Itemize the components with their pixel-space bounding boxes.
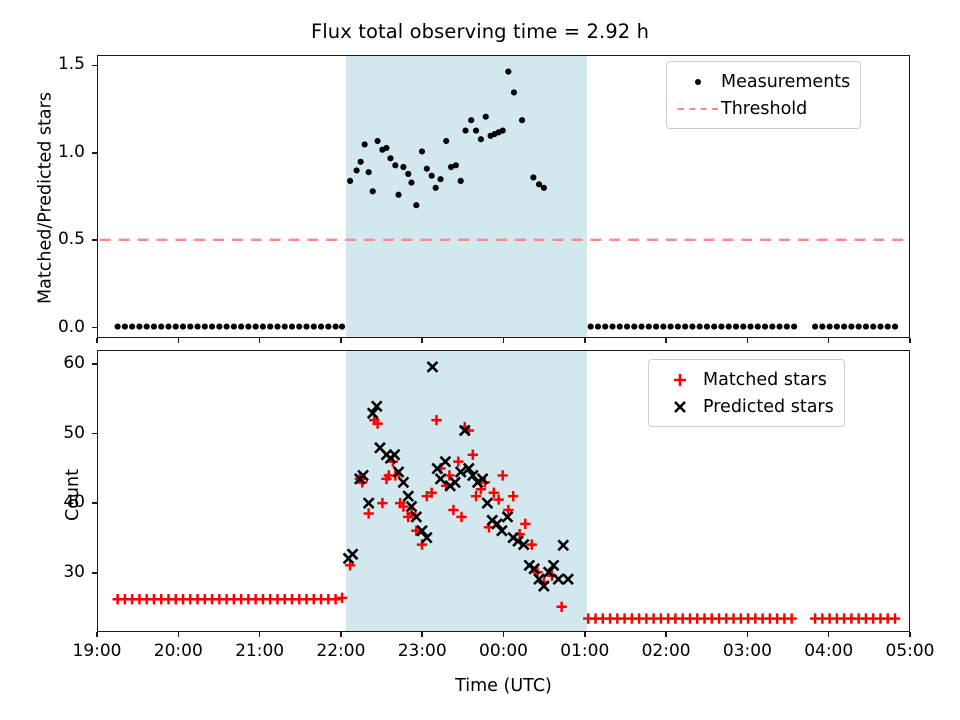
matched-stars-plus-icon — [657, 371, 703, 389]
legend-label-predicted-stars: Predicted stars — [703, 396, 834, 417]
bottom-panel-plot-area — [112, 361, 901, 624]
x-tick-label: 23:00 — [397, 641, 447, 661]
legend-label-matched-stars: Matched stars — [703, 369, 827, 390]
x-tick-mark-top-panel — [421, 338, 423, 343]
bottom-y-tick-mark — [92, 502, 97, 504]
x-tick-mark — [340, 632, 342, 637]
x-tick-mark-top-panel — [177, 338, 180, 343]
x-tick-mark-top-panel — [584, 338, 586, 343]
bottom-panel-legend: Matched stars Predicted stars — [648, 359, 845, 427]
x-tick-mark-top-panel — [665, 338, 667, 343]
top-y-tick-mark — [92, 239, 97, 241]
legend-label-threshold: Threshold — [721, 98, 808, 119]
x-tick-mark — [258, 632, 261, 637]
bottom-y-tick-mark — [92, 363, 97, 365]
top-y-tick-label: 0.5 — [57, 229, 85, 250]
x-tick-mark — [909, 632, 911, 637]
x-tick-label: 05:00 — [885, 641, 935, 661]
bottom-y-tick-mark — [92, 572, 97, 574]
x-tick-mark-top-panel — [502, 338, 505, 343]
x-tick-mark — [177, 632, 180, 637]
legend-item-threshold[interactable]: Threshold — [675, 95, 850, 122]
x-tick-mark-top-panel — [340, 338, 342, 343]
figure-title: Flux total observing time = 2.92 h — [310, 20, 650, 43]
x-tick-mark — [665, 632, 667, 637]
predicted-stars-cross-icon — [657, 398, 703, 416]
top-panel-y-axis-label: Matched/Predicted stars — [35, 92, 56, 304]
x-tick-mark — [584, 632, 586, 637]
x-tick-mark-top-panel — [909, 338, 911, 343]
x-tick-label: 04:00 — [804, 641, 854, 661]
x-tick-label: 21:00 — [235, 641, 285, 661]
x-tick-label: 01:00 — [560, 641, 610, 661]
shaded-observing-window-top — [345, 56, 588, 337]
legend-item-predicted-stars[interactable]: Predicted stars — [657, 393, 834, 420]
top-panel-legend: Measurements Threshold — [666, 61, 862, 129]
threshold-dashed-line-icon — [675, 107, 721, 110]
top-y-tick-mark — [92, 326, 97, 329]
x-tick-label: 03:00 — [722, 641, 772, 661]
bottom-y-tick-label: 30 — [63, 561, 85, 582]
legend-item-measurements[interactable]: Measurements — [675, 68, 850, 95]
x-tick-mark-top-panel — [96, 338, 98, 343]
top-y-tick-mark — [92, 64, 97, 67]
x-tick-mark-top-panel — [746, 338, 749, 343]
x-tick-mark-top-panel — [827, 338, 830, 343]
top-panel-plot-area — [99, 68, 908, 330]
legend-label-measurements: Measurements — [721, 71, 851, 92]
top-y-tick-label: 1.0 — [57, 141, 85, 162]
bottom-y-tick-label: 50 — [63, 422, 85, 443]
top-y-tick-mark — [92, 152, 97, 154]
x-tick-label: 00:00 — [479, 641, 528, 661]
bottom-y-tick-label: 60 — [63, 352, 85, 373]
top-y-tick-label: 0.0 — [57, 316, 85, 337]
x-axis-label: Time (UTC) — [455, 676, 552, 696]
bottom-y-tick-mark — [92, 432, 97, 435]
x-tick-label: 02:00 — [641, 641, 691, 661]
x-tick-label: 20:00 — [153, 641, 203, 661]
bottom-y-tick-label: 40 — [63, 492, 85, 513]
x-tick-label: 19:00 — [72, 641, 122, 661]
x-tick-mark — [502, 632, 505, 637]
x-tick-mark-top-panel — [258, 338, 261, 343]
x-tick-label: 22:00 — [316, 641, 366, 661]
measurements-dot-icon — [675, 78, 721, 85]
x-tick-mark — [746, 632, 749, 637]
top-y-tick-label: 1.5 — [57, 54, 85, 75]
x-tick-mark — [827, 632, 830, 637]
x-tick-mark — [96, 632, 98, 637]
legend-item-matched-stars[interactable]: Matched stars — [657, 366, 834, 393]
x-tick-mark — [421, 632, 423, 637]
